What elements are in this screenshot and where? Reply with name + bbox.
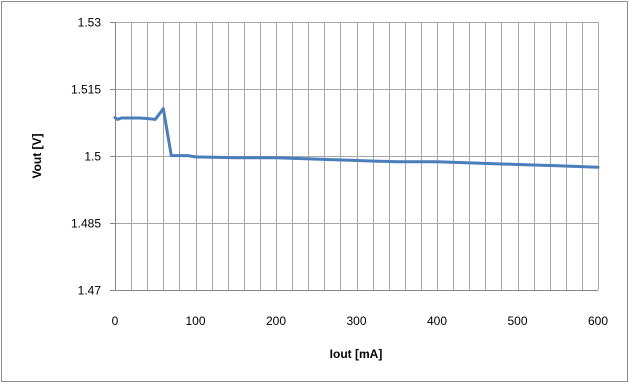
y-tick-label: 1.5 (84, 150, 101, 164)
data-point (137, 116, 141, 120)
y-tick-label: 1.47 (78, 284, 102, 298)
data-point (516, 163, 519, 166)
axes (110, 22, 598, 291)
data-point (355, 159, 358, 162)
x-tick-label: 400 (427, 314, 447, 328)
data-point (476, 161, 479, 165)
data-point (186, 154, 189, 157)
data-point (113, 116, 117, 119)
x-tick-label: 300 (346, 314, 366, 328)
x-tick-label: 500 (507, 314, 527, 328)
data-point (395, 160, 398, 164)
data-point (120, 116, 123, 120)
y-tick-label: 1.485 (71, 217, 101, 231)
y-tick-label: 1.515 (71, 83, 101, 97)
x-axis-label: Iout [mA] (330, 347, 383, 361)
data-point (435, 160, 439, 164)
x-tick-label: 600 (588, 314, 608, 328)
series-line (113, 107, 600, 169)
y-tick-label: 1.53 (78, 16, 102, 30)
data-point (162, 107, 165, 110)
data-point (234, 156, 237, 159)
data-point (129, 116, 133, 120)
data-point (170, 154, 173, 157)
chart-frame (1, 1, 628, 382)
x-tick-label: 0 (112, 314, 119, 328)
y-axis-label: Vout [V] (30, 133, 44, 178)
data-point (315, 157, 318, 161)
x-tick-label: 200 (266, 314, 286, 328)
data-point (194, 155, 197, 159)
data-point (596, 165, 600, 169)
data-point (154, 118, 157, 121)
data-point (146, 117, 149, 120)
data-point (274, 156, 278, 159)
data-point (556, 164, 559, 168)
series-layer (113, 107, 600, 169)
data-point (178, 154, 181, 157)
x-tick-label: 100 (185, 314, 205, 328)
data-point (116, 118, 119, 121)
tick-labels: 1.47 1.485 1.5 1.515 1.53 0 100 200 300 400 500 600 (71, 16, 608, 329)
grid (115, 22, 599, 291)
